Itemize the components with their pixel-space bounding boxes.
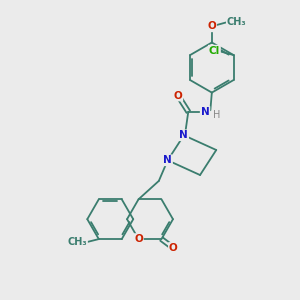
Text: N: N [179, 130, 188, 140]
Text: O: O [134, 234, 143, 244]
Text: Cl: Cl [209, 46, 220, 56]
Text: CH₃: CH₃ [68, 237, 87, 247]
Text: O: O [208, 21, 216, 31]
Text: N: N [163, 155, 172, 165]
Text: H: H [213, 110, 220, 120]
Text: CH₃: CH₃ [226, 17, 246, 27]
Text: O: O [174, 91, 182, 100]
Text: O: O [169, 243, 178, 253]
Text: N: N [201, 107, 209, 117]
